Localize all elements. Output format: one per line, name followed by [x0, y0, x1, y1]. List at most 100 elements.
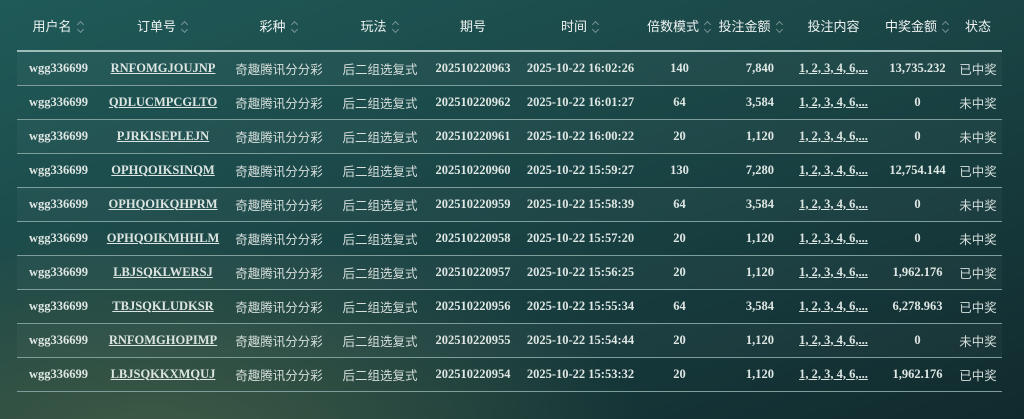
bet-content-link[interactable]: 1, 2, 3, 4, 6,... — [799, 366, 868, 381]
column-header-label: 投注金额 — [718, 19, 771, 35]
order-no-link[interactable]: OPHQOIKQHPRM — [108, 196, 218, 211]
sort-icon[interactable] — [291, 21, 299, 33]
column-header-label: 状态 — [964, 19, 991, 35]
sort-icon[interactable] — [704, 21, 712, 33]
bet-content-link[interactable]: 1, 2, 3, 4, 6,... — [799, 60, 868, 75]
column-header-play-type[interactable]: 玩法 — [332, 0, 428, 52]
cell-bet-content[interactable]: 1, 2, 3, 4, 6,... — [786, 255, 881, 290]
cell-order-no[interactable]: RNFOMGJOUJNP — [100, 51, 226, 86]
cell-text: 后二组选复式 — [342, 61, 418, 77]
cell-order-no[interactable]: RNFOMGHOPIMP — [100, 323, 226, 358]
cell-play-type: 后二组选复式 — [332, 323, 428, 358]
bet-content-link[interactable]: 1, 2, 3, 4, 6,... — [799, 94, 868, 109]
cell-order-no[interactable]: OPHQOIKMHHLM — [100, 221, 226, 256]
order-no-link[interactable]: RNFOMGJOUJNP — [110, 60, 216, 75]
cell-order-no[interactable]: LBJSQKLWERSJ — [100, 255, 226, 290]
column-header-status: 状态 — [954, 0, 1002, 52]
cell-prize-amount: 13,735.232 — [881, 51, 954, 86]
cell-text: 13,735.232 — [889, 60, 946, 75]
cell-bet-content[interactable]: 1, 2, 3, 4, 6,... — [786, 357, 881, 392]
cell-status: 未中奖 — [954, 187, 1002, 222]
order-no-link[interactable]: OPHQOIKMHHLM — [106, 230, 220, 245]
bet-content-link[interactable]: 1, 2, 3, 4, 6,... — [799, 298, 868, 313]
cell-lottery: 奇趣腾讯分分彩 — [226, 51, 332, 86]
cell-text: 后二组选复式 — [342, 129, 418, 145]
column-header-prize-amount[interactable]: 中奖金额 — [881, 0, 954, 52]
cell-text: 1,962.176 — [892, 264, 943, 279]
cell-text: 202510220963 — [435, 60, 511, 75]
cell-prize-amount: 12,754.144 — [881, 153, 954, 188]
cell-bet-content[interactable]: 1, 2, 3, 4, 6,... — [786, 289, 881, 324]
bet-content-link[interactable]: 1, 2, 3, 4, 6,... — [799, 162, 868, 177]
cell-text: 2025-10-22 16:00:22 — [526, 128, 635, 143]
column-header-multiplier[interactable]: 倍数模式 — [643, 0, 716, 52]
cell-order-no[interactable]: PJRKISEPLEJN — [100, 119, 226, 154]
order-no-link[interactable]: LBJSQKKXMQUJ — [110, 366, 216, 381]
cell-text: 2025-10-22 15:58:39 — [526, 196, 635, 211]
cell-lottery: 奇趣腾讯分分彩 — [226, 119, 332, 154]
cell-bet-content[interactable]: 1, 2, 3, 4, 6,... — [786, 85, 881, 120]
sort-icon[interactable] — [77, 21, 85, 33]
order-no-link[interactable]: LBJSQKLWERSJ — [113, 264, 213, 279]
cell-text: 64 — [673, 196, 686, 211]
cell-bet-content[interactable]: 1, 2, 3, 4, 6,... — [786, 221, 881, 256]
cell-order-no[interactable]: TBJSQKLUDKSR — [100, 289, 226, 324]
order-no-link[interactable]: QDLUCMPCGLTO — [108, 94, 218, 109]
order-no-link[interactable]: TBJSQKLUDKSR — [112, 298, 214, 313]
cell-bet-amount: 1,120 — [716, 255, 786, 290]
cell-play-type: 后二组选复式 — [332, 51, 428, 86]
sort-icon[interactable] — [592, 21, 600, 33]
cell-order-no[interactable]: OPHQOIKSINQM — [100, 153, 226, 188]
cell-multiplier: 64 — [643, 187, 716, 222]
bet-content-link[interactable]: 1, 2, 3, 4, 6,... — [799, 196, 868, 211]
cell-multiplier: 20 — [643, 357, 716, 392]
cell-text: 2025-10-22 16:02:26 — [526, 60, 635, 75]
column-header-lottery[interactable]: 彩种 — [226, 0, 332, 52]
bet-content-link[interactable]: 1, 2, 3, 4, 6,... — [799, 332, 868, 347]
cell-text: 3,584 — [745, 298, 774, 313]
cell-lottery: 奇趣腾讯分分彩 — [226, 187, 332, 222]
cell-lottery: 奇趣腾讯分分彩 — [226, 289, 332, 324]
table-row: wgg336699 RNFOMGJOUJNP 奇趣腾讯分分彩 后二组选复式 202510… — [17, 51, 1002, 86]
cell-bet-content[interactable]: 1, 2, 3, 4, 6,... — [786, 119, 881, 154]
sort-icon[interactable] — [776, 21, 784, 33]
cell-bet-content[interactable]: 1, 2, 3, 4, 6,... — [786, 153, 881, 188]
bet-content-link[interactable]: 1, 2, 3, 4, 6,... — [799, 128, 868, 143]
cell-bet-content[interactable]: 1, 2, 3, 4, 6,... — [786, 323, 881, 358]
cell-text: 202510220956 — [435, 298, 511, 313]
table-header-row: 用户名 订单号 彩种 玩法 期号 时间 倍数模式 投注金额 投注内容 中奖金额 状态 — [17, 0, 1002, 52]
sort-icon[interactable] — [942, 21, 950, 33]
column-header-order-no[interactable]: 订单号 — [100, 0, 226, 52]
order-no-link[interactable]: RNFOMGHOPIMP — [108, 332, 218, 347]
cell-order-no[interactable]: QDLUCMPCGLTO — [100, 85, 226, 120]
cell-issue: 202510220957 — [428, 255, 518, 290]
cell-bet-content[interactable]: 1, 2, 3, 4, 6,... — [786, 51, 881, 86]
column-header-username[interactable]: 用户名 — [17, 0, 100, 52]
cell-prize-amount: 1,962.176 — [881, 357, 954, 392]
cell-bet-content[interactable]: 1, 2, 3, 4, 6,... — [786, 187, 881, 222]
sort-icon[interactable] — [181, 21, 189, 33]
cell-text: 后二组选复式 — [342, 299, 418, 315]
cell-username: wgg336699 — [17, 85, 100, 120]
cell-lottery: 奇趣腾讯分分彩 — [226, 221, 332, 256]
column-header-time[interactable]: 时间 — [518, 0, 643, 52]
cell-status: 未中奖 — [954, 119, 1002, 154]
cell-text: 后二组选复式 — [342, 95, 418, 111]
bet-content-link[interactable]: 1, 2, 3, 4, 6,... — [799, 230, 868, 245]
cell-time: 2025-10-22 15:57:20 — [518, 221, 643, 256]
sort-icon[interactable] — [392, 21, 400, 33]
cell-prize-amount: 0 — [881, 221, 954, 256]
order-no-link[interactable]: OPHQOIKSINQM — [111, 162, 215, 177]
cell-text: 未中奖 — [959, 95, 997, 111]
cell-multiplier: 20 — [643, 119, 716, 154]
cell-text: 20 — [673, 264, 686, 279]
cell-text: 奇趣腾讯分分彩 — [235, 197, 323, 213]
cell-order-no[interactable]: OPHQOIKQHPRM — [100, 187, 226, 222]
column-header-bet-amount[interactable]: 投注金额 — [716, 0, 786, 52]
table-row: wgg336699 PJRKISEPLEJN 奇趣腾讯分分彩 后二组选复式 202510… — [17, 119, 1002, 154]
order-no-link[interactable]: PJRKISEPLEJN — [116, 128, 210, 143]
cell-prize-amount: 0 — [881, 119, 954, 154]
cell-text: wgg336699 — [28, 128, 89, 143]
bet-content-link[interactable]: 1, 2, 3, 4, 6,... — [799, 264, 868, 279]
cell-order-no[interactable]: LBJSQKKXMQUJ — [100, 357, 226, 392]
